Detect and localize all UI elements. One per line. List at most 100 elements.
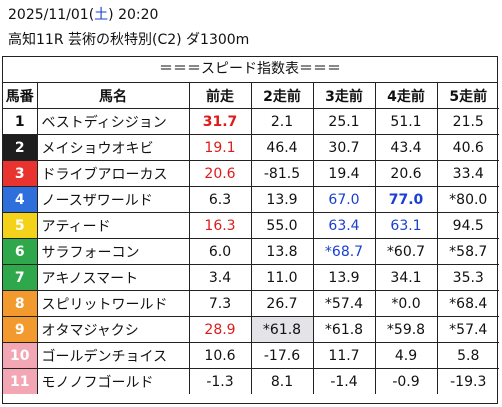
speed-index-cell: *60.7 — [374, 238, 438, 265]
horse-name: アティード — [36, 212, 190, 239]
horse-name: ノースザワールド — [36, 186, 190, 213]
table-row: 3 ドライブアローカス 20.6 -81.5 19.4 20.6 33.4 — [3, 160, 499, 187]
table-row: 11 モノノフゴールド -1.3 8.1 -1.4 -0.9 -19.3 — [3, 368, 499, 394]
horse-name: ゴールデンチョイス — [36, 342, 190, 369]
horse-name: モノノフゴールド — [36, 368, 190, 394]
horse-number: 8 — [3, 290, 38, 317]
speed-index-cell: 13.9 — [250, 186, 314, 213]
col-header-run3: 3走前 — [312, 83, 376, 109]
horse-name: ベストディシジョン — [36, 108, 190, 135]
speed-index-cell: 8.1 — [250, 368, 314, 394]
speed-index-cell: 26.7 — [250, 290, 314, 317]
speed-index-panel: ＝＝＝スピード指数表＝＝＝ 馬番 馬名 前走 2走前 3走前 4走前 5走前 1… — [2, 56, 499, 404]
speed-index-cell: 34.1 — [374, 264, 438, 291]
horse-name: オタマジャクシ — [36, 316, 190, 343]
speed-index-cell: 3.4 — [188, 264, 252, 291]
speed-index-cell: *57.4 — [436, 316, 499, 343]
speed-index-cell: -1.3 — [188, 368, 252, 394]
speed-index-cell: -1.4 — [312, 368, 376, 394]
col-header-gate: 馬番 — [3, 83, 38, 109]
speed-index-cell: *68.4 — [436, 290, 499, 317]
speed-index-cell: 19.1 — [188, 134, 252, 161]
speed-index-cell: 51.1 — [374, 108, 438, 135]
horse-number: 9 — [3, 316, 38, 343]
horse-name: サラフォーコン — [36, 238, 190, 265]
horse-number: 10 — [3, 342, 38, 369]
speed-index-cell: 20.6 — [374, 160, 438, 187]
table-row: 6 サラフォーコン 6.0 13.8 *68.7 *60.7 *58.7 — [3, 238, 499, 265]
speed-index-cell: *80.0 — [436, 186, 499, 213]
speed-index-cell: -81.5 — [250, 160, 314, 187]
speed-index-cell: 46.4 — [250, 134, 314, 161]
speed-index-cell: 55.0 — [250, 212, 314, 239]
table-row: 9 オタマジャクシ 28.9 *61.8 *61.8 *59.8 *57.4 — [3, 316, 499, 343]
speed-index-cell: 63.4 — [312, 212, 376, 239]
horse-number: 5 — [3, 212, 38, 239]
race-time: 20:20 — [118, 7, 159, 23]
speed-index-cell: 28.9 — [188, 316, 252, 343]
race-weekday: 土 — [94, 7, 109, 23]
speed-index-cell: *61.8 — [312, 316, 376, 343]
horse-number: 4 — [3, 186, 38, 213]
table-row: 4 ノースザワールド 6.3 13.9 67.0 77.0 *80.0 — [3, 186, 499, 213]
table-row: 1 ベストディシジョン 31.7 2.1 25.1 51.1 21.5 — [3, 108, 499, 135]
speed-index-cell: 2.1 — [250, 108, 314, 135]
speed-index-cell: 11.7 — [312, 342, 376, 369]
speed-index-cell: 11.0 — [250, 264, 314, 291]
horse-number: 1 — [3, 108, 38, 135]
speed-index-cell: 13.8 — [250, 238, 314, 265]
speed-index-cell: -17.6 — [250, 342, 314, 369]
speed-index-table: 馬番 馬名 前走 2走前 3走前 4走前 5走前 1 ベストディシジョン 31.7 2… — [3, 83, 499, 394]
horse-number: 7 — [3, 264, 38, 291]
header-row: 馬番 馬名 前走 2走前 3走前 4走前 5走前 — [3, 83, 499, 109]
speed-index-cell: 67.0 — [312, 186, 376, 213]
col-header-run2: 2走前 — [250, 83, 314, 109]
speed-index-cell: 77.0 — [374, 186, 438, 213]
horse-name: ドライブアローカス — [36, 160, 190, 187]
weekday-close: ) — [108, 7, 114, 23]
table-row: 10 ゴールデンチョイス 10.6 -17.6 11.7 4.9 5.8 — [3, 342, 499, 369]
col-header-name: 馬名 — [36, 83, 190, 109]
speed-index-cell: 5.8 — [436, 342, 499, 369]
horse-name: メイショウオキビ — [36, 134, 190, 161]
speed-index-cell: *57.4 — [312, 290, 376, 317]
speed-index-cell: 94.5 — [436, 212, 499, 239]
speed-index-cell: 25.1 — [312, 108, 376, 135]
speed-index-cell: 35.3 — [436, 264, 499, 291]
race-datetime: 2025/11/01(土) 20:20 — [8, 6, 158, 24]
speed-index-cell: *0.0 — [374, 290, 438, 317]
speed-index-cell: 10.6 — [188, 342, 252, 369]
horse-name: スピリットワールド — [36, 290, 190, 317]
horse-number: 11 — [3, 368, 38, 394]
speed-index-cell: 13.9 — [312, 264, 376, 291]
horse-number: 6 — [3, 238, 38, 265]
speed-index-cell: *58.7 — [436, 238, 499, 265]
speed-index-cell: 4.9 — [374, 342, 438, 369]
speed-index-cell: *59.8 — [374, 316, 438, 343]
col-header-run1: 前走 — [188, 83, 252, 109]
speed-index-cell: -19.3 — [436, 368, 499, 394]
speed-index-cell: *61.8 — [250, 316, 314, 343]
speed-index-cell: 63.1 — [374, 212, 438, 239]
speed-index-cell: 40.6 — [436, 134, 499, 161]
speed-index-cell: 33.4 — [436, 160, 499, 187]
speed-index-cell: 20.6 — [188, 160, 252, 187]
table-row: 8 スピリットワールド 7.3 26.7 *57.4 *0.0 *68.4 — [3, 290, 499, 317]
horse-number: 3 — [3, 160, 38, 187]
speed-index-cell: 31.7 — [188, 108, 252, 135]
race-date: 2025/11/01 — [8, 7, 89, 23]
speed-index-cell: 30.7 — [312, 134, 376, 161]
table-title: ＝＝＝スピード指数表＝＝＝ — [3, 57, 497, 83]
speed-index-cell: 7.3 — [188, 290, 252, 317]
race-title: 高知11R 芸術の秋特別(C2) ダ1300m — [8, 32, 250, 48]
speed-index-cell: 6.3 — [188, 186, 252, 213]
speed-index-cell: 21.5 — [436, 108, 499, 135]
horse-number: 2 — [3, 134, 38, 161]
speed-index-cell: 19.4 — [312, 160, 376, 187]
speed-index-cell: 43.4 — [374, 134, 438, 161]
speed-index-cell: 16.3 — [188, 212, 252, 239]
weekday-open: ( — [88, 7, 95, 23]
speed-index-cell: -0.9 — [374, 368, 438, 394]
table-row: 7 アキノスマート 3.4 11.0 13.9 34.1 35.3 — [3, 264, 499, 291]
horse-name: アキノスマート — [36, 264, 190, 291]
